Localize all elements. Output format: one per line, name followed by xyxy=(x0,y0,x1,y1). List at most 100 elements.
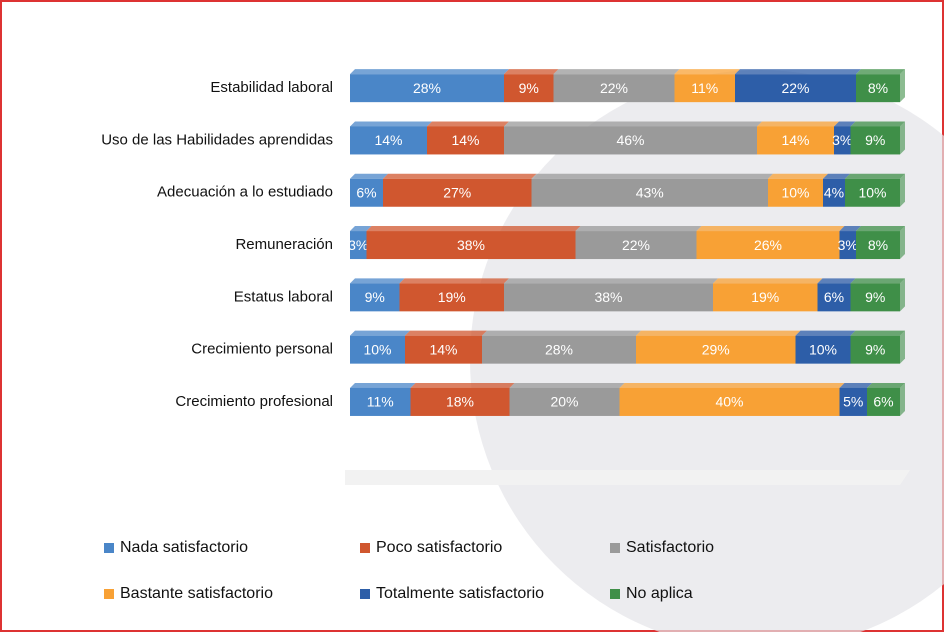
bar-side xyxy=(900,69,905,102)
category-label: Remuneración xyxy=(235,236,333,253)
bar-top xyxy=(504,121,762,126)
bar-top xyxy=(554,69,680,74)
legend-label: Totalmente satisfactorio xyxy=(376,585,544,602)
value-label: 9% xyxy=(365,289,385,305)
legend-label: Bastante satisfactorio xyxy=(120,585,273,602)
legend-label: Poco satisfactorio xyxy=(376,539,502,556)
bar-top xyxy=(845,174,905,179)
bar-side xyxy=(900,226,905,259)
bar-top xyxy=(851,121,906,126)
value-label: 38% xyxy=(457,237,485,253)
value-label: 10% xyxy=(858,184,886,200)
legend-label: No aplica xyxy=(626,585,693,602)
bar-top xyxy=(757,121,839,126)
value-label: 43% xyxy=(636,184,664,200)
bar-top xyxy=(504,278,718,283)
legend-label: Satisfactorio xyxy=(626,539,714,556)
bar-top xyxy=(350,278,405,283)
value-label: 8% xyxy=(868,237,888,253)
bar-top xyxy=(620,383,845,388)
bar-side xyxy=(900,121,905,154)
value-label: 8% xyxy=(868,80,888,96)
bar-top xyxy=(350,331,410,336)
value-label: 46% xyxy=(616,132,644,148)
value-label: 5% xyxy=(843,394,863,410)
bar-top xyxy=(856,226,905,231)
legend-label: Nada satisfactorio xyxy=(120,539,248,556)
value-label: 11% xyxy=(367,394,394,410)
bar-top xyxy=(713,278,823,283)
value-label: 9% xyxy=(865,341,885,357)
value-label: 19% xyxy=(438,289,466,305)
bar-top xyxy=(383,174,537,179)
bar-top xyxy=(405,331,487,336)
legend-swatch xyxy=(360,589,370,599)
value-label: 27% xyxy=(443,184,471,200)
value-label: 14% xyxy=(429,341,457,357)
category-label: Adecuación a lo estudiado xyxy=(157,184,333,201)
legend-swatch xyxy=(610,543,620,553)
value-label: 6% xyxy=(824,289,844,305)
bar-side xyxy=(900,174,905,207)
bar-top xyxy=(867,383,905,388)
value-label: 14% xyxy=(451,132,479,148)
value-label: 10% xyxy=(363,341,391,357)
value-label: 10% xyxy=(781,184,809,200)
value-label: 40% xyxy=(715,394,743,410)
legend-swatch xyxy=(360,543,370,553)
value-label: 10% xyxy=(809,341,837,357)
bar-side xyxy=(900,278,905,311)
legend-swatch xyxy=(104,543,114,553)
bar-top xyxy=(427,121,509,126)
value-label: 20% xyxy=(550,394,578,410)
bar-top xyxy=(675,69,741,74)
bar-top xyxy=(504,69,559,74)
category-label: Uso de las Habilidades aprendidas xyxy=(101,131,333,148)
value-label: 11% xyxy=(691,80,718,96)
bar-top xyxy=(818,278,856,283)
value-label: 22% xyxy=(600,80,628,96)
bar-top xyxy=(350,174,388,179)
bar-side xyxy=(900,383,905,416)
value-label: 3% xyxy=(348,237,368,253)
value-label: 29% xyxy=(702,341,730,357)
bar-side xyxy=(900,331,905,364)
bar-top xyxy=(510,383,625,388)
legend-swatch xyxy=(104,589,114,599)
value-label: 4% xyxy=(824,184,844,200)
value-label: 26% xyxy=(754,237,782,253)
value-label: 22% xyxy=(622,237,650,253)
bar-top xyxy=(350,383,416,388)
category-label: Crecimiento profesional xyxy=(175,393,333,410)
bar-top xyxy=(532,174,774,179)
bar-top xyxy=(482,331,641,336)
bar-top xyxy=(768,174,828,179)
bar-top xyxy=(350,69,509,74)
category-label: Estatus laboral xyxy=(234,288,333,305)
bar-top xyxy=(636,331,801,336)
bar-top xyxy=(856,69,905,74)
value-label: 3% xyxy=(838,237,858,253)
value-label: 14% xyxy=(374,132,402,148)
category-label: Crecimiento personal xyxy=(191,341,333,358)
value-label: 9% xyxy=(519,80,539,96)
bar-top xyxy=(735,69,861,74)
value-label: 28% xyxy=(545,341,573,357)
bar-top xyxy=(367,226,581,231)
bar-top xyxy=(411,383,515,388)
bar-top xyxy=(851,278,906,283)
bar-top xyxy=(350,121,432,126)
value-label: 28% xyxy=(413,80,441,96)
bar-top xyxy=(840,383,873,388)
value-label: 6% xyxy=(356,184,376,200)
value-label: 9% xyxy=(865,289,885,305)
chart: Estabilidad laboral 28% 9% 22% 11% 22% 8% Uso d… xyxy=(0,0,944,632)
value-label: 19% xyxy=(751,289,779,305)
category-label: Estabilidad laboral xyxy=(210,79,333,96)
value-label: 14% xyxy=(781,132,809,148)
bar-top xyxy=(576,226,702,231)
bar-top xyxy=(851,331,906,336)
legend-swatch xyxy=(610,589,620,599)
value-label: 38% xyxy=(594,289,622,305)
value-label: 6% xyxy=(873,394,893,410)
